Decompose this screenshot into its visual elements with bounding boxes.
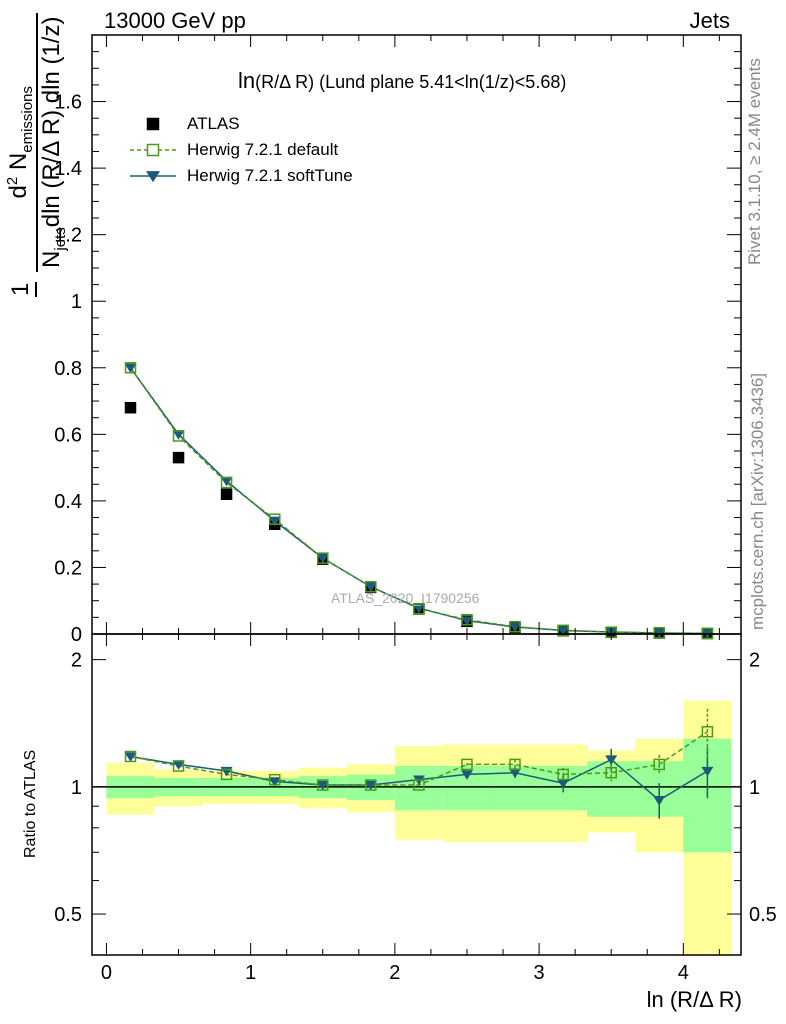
ratio-default-point <box>605 766 617 779</box>
softtune-point <box>316 553 329 564</box>
ratio-softtune-point <box>364 780 377 791</box>
ratio-softtune-point <box>653 795 666 806</box>
softtune-point <box>509 622 522 633</box>
ratio-default-point <box>653 758 665 771</box>
ratio-default-point <box>509 758 521 771</box>
default-point <box>509 620 521 633</box>
category-label: Jets <box>689 8 730 33</box>
tick-labels: 0 1 2 3 4 0 0.2 0.4 0.6 0.8 1 1.2 1.4 1.6 0.5 0.5 1 1 2 2 <box>54 92 777 984</box>
ratio-band-inner <box>394 766 443 811</box>
ratio-default-point <box>557 768 569 781</box>
legend-atlas-marker <box>146 117 160 131</box>
ratio-default-point <box>124 750 137 763</box>
y-axis-title-fraction: d2 Nemissions Njetsdln (R/Δ R) dln (1/z) <box>4 12 69 272</box>
ratio-tick-label-right: 1 <box>749 777 760 799</box>
ratio-softtune-point <box>605 755 618 766</box>
ratio-default-point <box>701 726 714 738</box>
ratio-default-point <box>317 779 329 791</box>
ratio-softtune-point <box>268 777 281 787</box>
default-point <box>461 613 473 626</box>
y-tick-label: 0.2 <box>54 557 82 579</box>
x-tick-label: 2 <box>389 962 400 984</box>
legend-default-label: Herwig 7.2.1 default <box>187 140 339 159</box>
ratio-y-axis-title: Ratio to ATLAS <box>22 749 39 858</box>
softtune-point <box>557 626 570 636</box>
ratio-default-point <box>365 779 377 791</box>
chart-title: ln(R/Δ R) (Lund plane 5.41<ln(1/z)<5.68) <box>238 68 566 94</box>
x-tick-label: 0 <box>101 962 112 984</box>
softtune-point <box>460 616 473 627</box>
legend-soft-label: Herwig 7.2.1 softTune <box>187 166 353 185</box>
rivet-label: Rivet 3.1.10, ≥ 2.4M events <box>745 58 764 265</box>
default-point <box>413 602 425 615</box>
y-tick-label: 1 <box>71 291 82 313</box>
ratio-softtune-point <box>124 752 137 762</box>
y-tick-label: 1.4 <box>54 158 82 180</box>
mcplots-label: mcplots.cern.ch [arXiv:1306.3436] <box>748 372 767 630</box>
title-arg: (R/Δ R) <box>255 72 315 92</box>
x-tick-label: 1 <box>245 962 256 984</box>
x-tick-label: 4 <box>678 962 689 984</box>
softtune-point <box>124 363 137 374</box>
default-point <box>653 627 665 639</box>
ratio-tick-label-right: 0.5 <box>749 904 777 926</box>
ratio-softtune-point <box>316 780 329 791</box>
ratio-tick-label-left: 1 <box>71 777 82 799</box>
ratio-softtune-point <box>557 779 570 789</box>
title-ln: ln <box>238 68 256 93</box>
ratio-uncertainty-bands <box>106 700 732 955</box>
ratio-default-point <box>172 760 185 772</box>
legend-default-marker <box>146 143 160 157</box>
ratio-default-point <box>220 768 233 781</box>
softtune-point <box>364 582 377 593</box>
y-tick-label: 1.2 <box>54 225 82 247</box>
ratio-softtune-point <box>460 770 473 780</box>
default-point <box>124 362 137 374</box>
ratio-default-point <box>461 758 473 771</box>
ratio-softtune-point <box>701 766 714 777</box>
ratio-default-point <box>268 773 281 786</box>
default-point <box>365 580 377 593</box>
y-tick-label: 0.6 <box>54 424 82 446</box>
y-tick-label: 0.8 <box>54 358 82 380</box>
default-point <box>557 624 569 637</box>
x-axis-title: ln (R/Δ R) <box>646 987 742 1012</box>
y-axis-title: 1 d2 Nemissions Njetsdln (R/Δ R) dln (1/… <box>4 10 69 300</box>
ratio-softtune-point <box>172 760 185 770</box>
y-axis-title-prefix: 1 <box>7 279 66 300</box>
default-point <box>172 430 185 442</box>
y-tick-label: 0.4 <box>54 491 82 513</box>
ratio-frame <box>91 633 742 956</box>
legend-softtune-marker <box>146 171 160 183</box>
softtune-point <box>412 603 425 614</box>
legend-atlas-label: ATLAS <box>187 114 240 133</box>
ratio-default-point <box>413 779 425 791</box>
y-tick-label: 1.6 <box>54 92 82 114</box>
softtune-point <box>220 476 233 487</box>
y-tick-label: 0 <box>71 624 82 646</box>
atlas-point <box>172 451 185 464</box>
axis-ticks <box>92 34 741 956</box>
energy-label: 13000 GeV pp <box>104 8 246 33</box>
default-point <box>268 513 281 525</box>
default-point <box>317 552 329 564</box>
softtune-point <box>172 430 185 440</box>
title-rest: (Lund plane 5.41<ln(1/z)<5.68) <box>314 72 567 92</box>
ratio-panel <box>124 708 714 819</box>
atlas-point <box>220 488 233 500</box>
ratio-tick-label-right: 2 <box>749 650 760 672</box>
ratio-tick-label-left: 0.5 <box>54 904 82 926</box>
ratio-softtune-point <box>509 768 522 779</box>
watermark: ATLAS_2020_I1790256 <box>331 590 480 606</box>
default-point <box>220 476 233 489</box>
softtune-point <box>268 516 281 527</box>
ratio-tick-label-left: 2 <box>71 650 82 672</box>
legend <box>130 117 176 183</box>
x-tick-label: 3 <box>534 962 545 984</box>
atlas-point <box>124 401 137 414</box>
